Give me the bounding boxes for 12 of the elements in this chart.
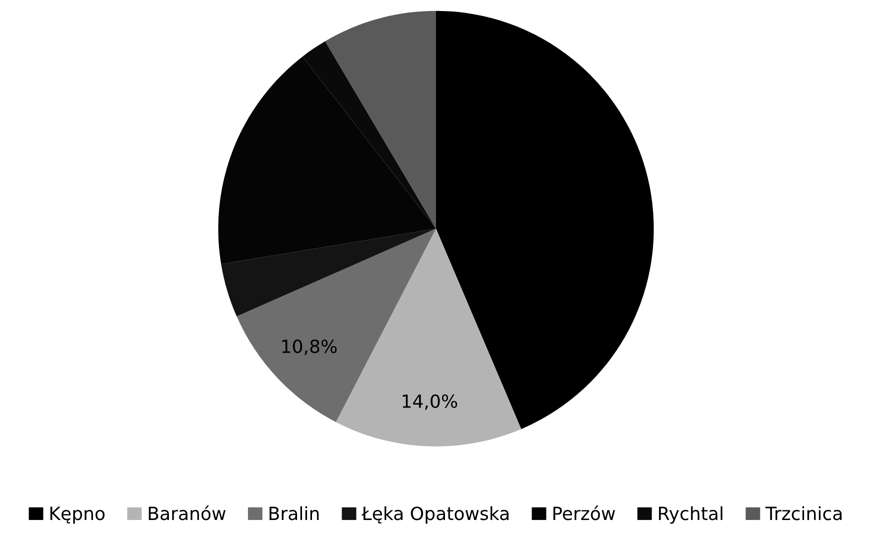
legend-label: Rychtal (659, 506, 722, 524)
legend-label: Bralin (270, 506, 319, 520)
legend-label: Perzów (553, 506, 615, 520)
legend-label: Kępno (50, 506, 105, 524)
legend-label: Łęka Opatowska (362, 506, 508, 524)
data-label: 14,0% (402, 394, 458, 410)
pie-slice (336, 228, 522, 446)
pie-slice (221, 228, 436, 316)
legend-label: Trzcinica (765, 506, 842, 520)
legend-label: Baranów (148, 506, 226, 520)
pie-slice (325, 10, 436, 229)
data-label: 10,8% (282, 340, 337, 356)
